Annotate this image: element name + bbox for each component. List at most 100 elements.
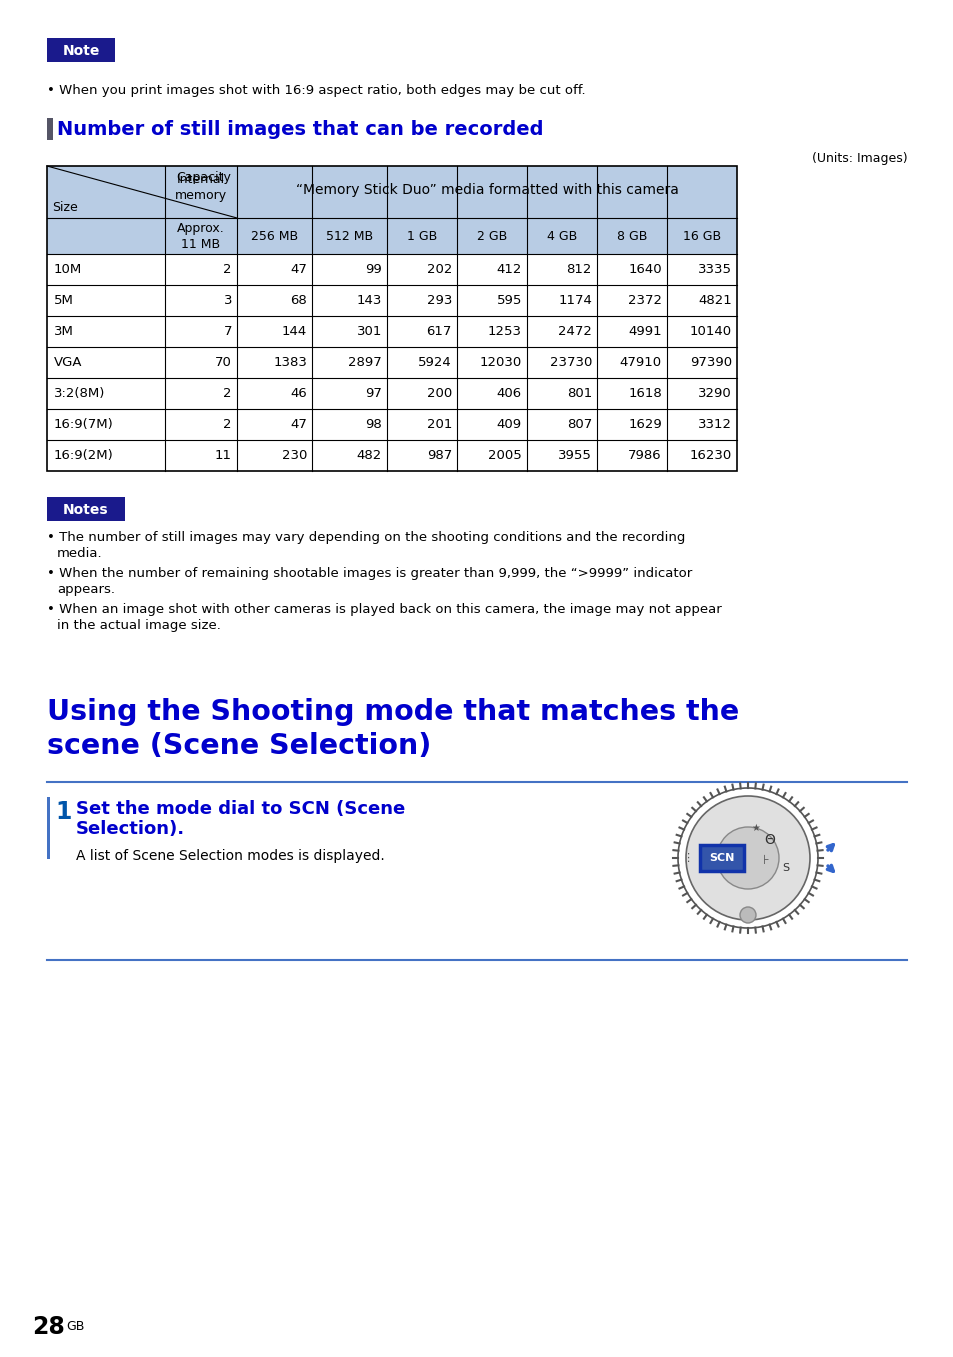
Text: 801: 801 [566, 387, 592, 400]
Bar [47, 118, 53, 140]
Text: Θ: Θ [763, 833, 775, 847]
Text: 1640: 1640 [628, 263, 661, 275]
Text: 10M: 10M [54, 263, 82, 275]
Text: 4821: 4821 [698, 294, 731, 307]
Text: • When the number of remaining shootable images is greater than 9,999, the “>999: • When the number of remaining shootable… [47, 567, 692, 579]
Text: 230: 230 [281, 449, 307, 461]
Text: 1: 1 [55, 801, 71, 824]
Text: 1618: 1618 [628, 387, 661, 400]
Text: SCN: SCN [709, 854, 734, 863]
Text: 2: 2 [223, 418, 232, 432]
Text: 3312: 3312 [698, 418, 731, 432]
Text: 2472: 2472 [558, 324, 592, 338]
Text: 5M: 5M [54, 294, 73, 307]
Text: 16:9(7M): 16:9(7M) [54, 418, 113, 432]
Text: 2: 2 [223, 387, 232, 400]
Text: VGA: VGA [54, 356, 82, 369]
Text: 2 GB: 2 GB [476, 229, 507, 243]
Text: Capacity: Capacity [176, 171, 231, 185]
Text: Internal
memory: Internal memory [174, 172, 227, 202]
Text: 2: 2 [223, 263, 232, 275]
Text: scene (Scene Selection): scene (Scene Selection) [47, 731, 431, 760]
Text: 812: 812 [566, 263, 592, 275]
Text: 68: 68 [290, 294, 307, 307]
Text: 3955: 3955 [558, 449, 592, 461]
Text: 16230: 16230 [689, 449, 731, 461]
Text: 144: 144 [281, 324, 307, 338]
Text: 12030: 12030 [479, 356, 521, 369]
Text: 47910: 47910 [619, 356, 661, 369]
Text: 512 MB: 512 MB [326, 229, 373, 243]
Text: 97390: 97390 [689, 356, 731, 369]
Text: A list of Scene Selection modes is displayed.: A list of Scene Selection modes is displ… [76, 849, 384, 863]
Text: ★: ★ [751, 822, 760, 833]
Text: 5924: 5924 [417, 356, 452, 369]
Text: 16:9(2M): 16:9(2M) [54, 449, 113, 461]
Text: 482: 482 [356, 449, 381, 461]
Text: 46: 46 [290, 387, 307, 400]
Text: 3335: 3335 [698, 263, 731, 275]
Text: Selection).: Selection). [76, 820, 185, 839]
Text: 256 MB: 256 MB [251, 229, 297, 243]
Text: ⋮: ⋮ [681, 854, 693, 863]
Text: 1253: 1253 [488, 324, 521, 338]
Text: Approx.
11 MB: Approx. 11 MB [177, 221, 225, 251]
Text: 301: 301 [356, 324, 381, 338]
Text: Notes: Notes [63, 503, 109, 517]
Text: appears.: appears. [57, 584, 115, 596]
Text: 617: 617 [426, 324, 452, 338]
Text: 1383: 1383 [273, 356, 307, 369]
Text: 201: 201 [426, 418, 452, 432]
Text: 8 GB: 8 GB [617, 229, 646, 243]
Text: 595: 595 [497, 294, 521, 307]
Text: 1629: 1629 [628, 418, 661, 432]
Circle shape [685, 797, 809, 920]
Text: 97: 97 [365, 387, 381, 400]
Bar [47, 797, 50, 859]
Text: 23730: 23730 [549, 356, 592, 369]
Bar [47, 497, 125, 521]
Text: 200: 200 [426, 387, 452, 400]
Text: 412: 412 [497, 263, 521, 275]
Text: 202: 202 [426, 263, 452, 275]
Text: Note: Note [62, 43, 99, 58]
Text: 409: 409 [497, 418, 521, 432]
Text: 143: 143 [356, 294, 381, 307]
Text: in the actual image size.: in the actual image size. [57, 619, 221, 632]
Circle shape [740, 906, 755, 923]
Circle shape [717, 826, 779, 889]
Bar [47, 166, 236, 218]
Text: Using the Shooting mode that matches the: Using the Shooting mode that matches the [47, 697, 739, 726]
Text: 3M: 3M [54, 324, 73, 338]
Text: • The number of still images may vary depending on the shooting conditions and t: • The number of still images may vary de… [47, 531, 684, 544]
Text: 47: 47 [290, 263, 307, 275]
Text: 3: 3 [223, 294, 232, 307]
Text: 293: 293 [426, 294, 452, 307]
Text: 28: 28 [32, 1315, 65, 1339]
Text: 4991: 4991 [628, 324, 661, 338]
Text: 7986: 7986 [628, 449, 661, 461]
Bar [236, 166, 737, 218]
Text: 98: 98 [365, 418, 381, 432]
Text: 2372: 2372 [627, 294, 661, 307]
Text: 16 GB: 16 GB [682, 229, 720, 243]
Text: • When an image shot with other cameras is played back on this camera, the image: • When an image shot with other cameras … [47, 603, 721, 616]
Bar [47, 166, 737, 471]
Text: Number of still images that can be recorded: Number of still images that can be recor… [57, 119, 543, 138]
Text: 4 GB: 4 GB [546, 229, 577, 243]
Text: • When you print images shot with 16:9 aspect ratio, both edges may be cut off.: • When you print images shot with 16:9 a… [47, 84, 585, 96]
Text: “Memory Stick Duo” media formatted with this camera: “Memory Stick Duo” media formatted with … [295, 183, 678, 197]
Text: 406: 406 [497, 387, 521, 400]
Text: 47: 47 [290, 418, 307, 432]
Text: 10140: 10140 [689, 324, 731, 338]
Text: 7: 7 [223, 324, 232, 338]
Text: 807: 807 [566, 418, 592, 432]
Text: Set the mode dial to SCN (Scene: Set the mode dial to SCN (Scene [76, 801, 405, 818]
Text: Size: Size [52, 201, 77, 214]
Text: 987: 987 [426, 449, 452, 461]
Text: S: S [781, 863, 789, 873]
Text: media.: media. [57, 547, 103, 560]
Bar [47, 38, 115, 62]
Text: 3290: 3290 [698, 387, 731, 400]
Text: 99: 99 [365, 263, 381, 275]
